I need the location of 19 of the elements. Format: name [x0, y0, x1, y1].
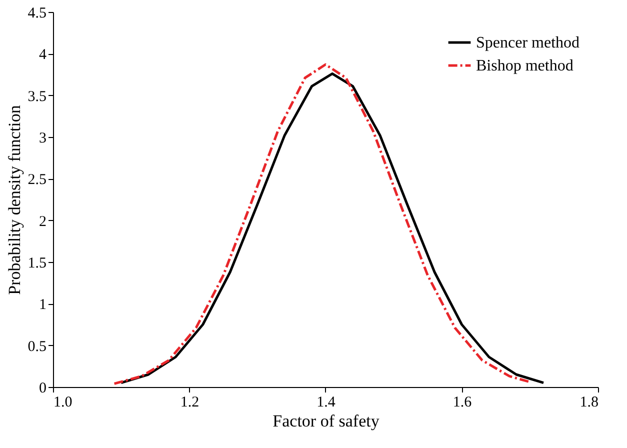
x-tick-label: 1.0: [54, 394, 72, 410]
legend-label: Bishop method: [476, 58, 574, 74]
x-tick-label: 1.8: [580, 394, 598, 410]
y-tick-label: 2.5: [28, 172, 46, 188]
y-tick-label: 0.5: [28, 338, 46, 355]
y-tick-label: 1.5: [28, 256, 46, 272]
y-tick-label: 2: [39, 214, 46, 230]
x-tick-label: 1.2: [180, 394, 200, 410]
y-axis-title: Probability density function: [4, 104, 24, 295]
y-tick-label: 4: [39, 47, 47, 64]
x-tick-label: 1.6: [452, 394, 472, 410]
y-tick-label: 4.5: [28, 6, 46, 22]
y-tick-label: 0: [39, 380, 46, 396]
y-tick-label: 1: [39, 297, 46, 314]
y-tick-label: 3.5: [28, 88, 46, 105]
y-tick-label: 3: [39, 130, 46, 146]
legend-label: Spencer method: [476, 34, 580, 52]
x-tick-label: 1.4: [316, 394, 336, 410]
x-axis-title: Factor of safety: [272, 412, 380, 430]
